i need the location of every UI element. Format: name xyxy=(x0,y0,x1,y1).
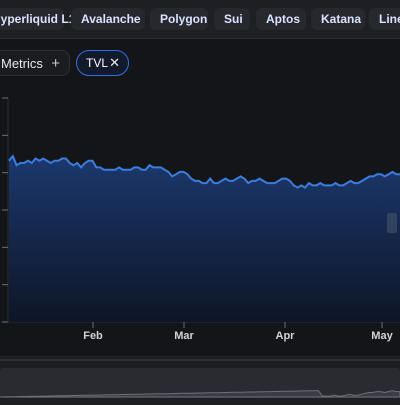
tvl-area xyxy=(9,156,400,322)
chain-tab-polygon[interactable]: Polygon xyxy=(150,8,208,30)
metrics-label: Metrics xyxy=(1,56,43,71)
chain-tab-label: Aptos xyxy=(266,12,300,26)
range-navigator[interactable] xyxy=(0,356,400,400)
chain-tab-label: Sui xyxy=(224,12,243,26)
chain-tab-label: Linea xyxy=(379,12,400,26)
crosshair-value-tag xyxy=(387,213,397,233)
chain-tab-sui[interactable]: Sui xyxy=(214,8,250,30)
tvl-label: TVL xyxy=(86,56,109,70)
x-tick-label: Mar xyxy=(174,330,194,342)
chain-tab-label: Katana xyxy=(321,12,362,26)
chain-tab-row: Hyperliquid L1 Avalanche Polygon Sui Apt… xyxy=(0,0,400,38)
chain-tab-label: Hyperliquid L1 xyxy=(0,12,76,26)
chain-tab-avalanche[interactable]: Avalanche xyxy=(71,8,145,30)
x-tick-label: Feb xyxy=(83,330,103,342)
tvl-metric-chip[interactable]: TVL ✕ xyxy=(76,50,129,76)
navigator-mini-chart xyxy=(0,359,400,398)
chain-tab-label: Polygon xyxy=(160,12,208,26)
x-tick-label: May xyxy=(371,330,393,342)
y-axis xyxy=(2,97,9,323)
chain-tab-aptos[interactable]: Aptos xyxy=(256,8,306,30)
chain-tab-hyperliquid[interactable]: Hyperliquid L1 xyxy=(0,8,75,30)
chain-tab-label: Avalanche xyxy=(81,12,141,26)
chain-tab-katana[interactable]: Katana xyxy=(311,8,365,30)
plus-icon: + xyxy=(51,55,60,72)
x-tick-label: Apr xyxy=(276,330,296,342)
close-icon[interactable]: ✕ xyxy=(109,55,120,70)
navigator-series xyxy=(0,390,400,398)
x-axis: Feb Mar Apr May xyxy=(83,322,394,342)
metrics-button[interactable]: Metrics + xyxy=(0,50,70,76)
chain-tab-linea[interactable]: Linea xyxy=(369,8,400,30)
tvl-line xyxy=(8,154,400,189)
